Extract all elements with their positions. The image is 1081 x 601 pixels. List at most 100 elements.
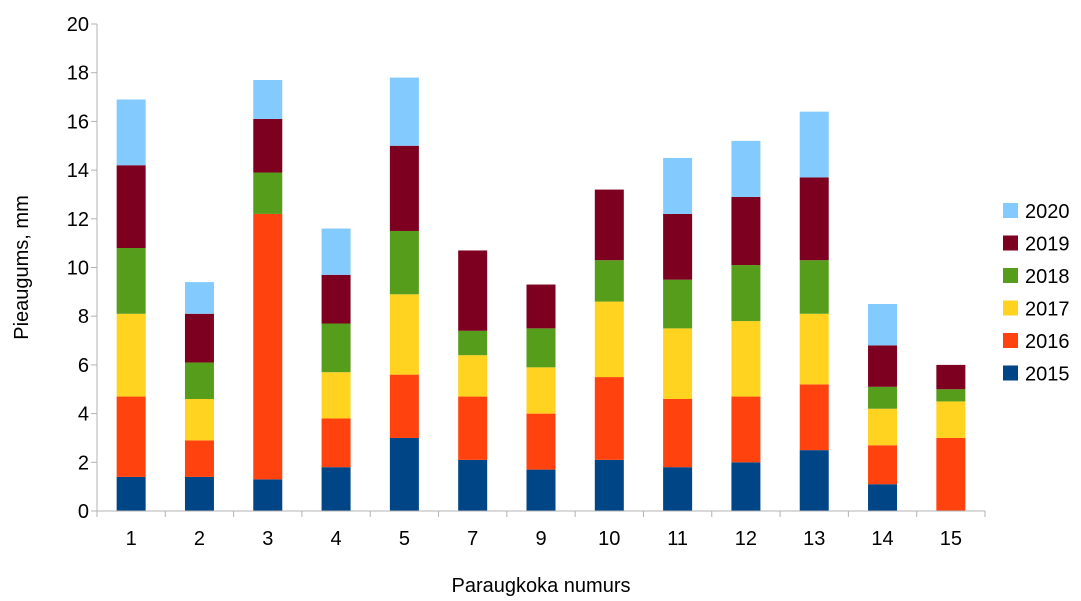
- bar-segment-2019-11: [663, 213, 693, 280]
- bar-segment-2017-12: [731, 321, 761, 397]
- bar-segment-2017-15: [936, 401, 966, 438]
- y-tick-label: 6: [78, 355, 89, 377]
- bar-segment-2017-2: [184, 398, 214, 441]
- bar-segment-2017-5: [389, 294, 419, 375]
- bar-segment-2016-10: [594, 377, 624, 460]
- y-tick-label: 18: [67, 63, 89, 85]
- bar-segment-2020-14: [868, 304, 898, 346]
- y-tick-label: 8: [78, 306, 89, 328]
- bar-segment-2015-10: [594, 459, 624, 511]
- bar-segment-2018-15: [936, 389, 966, 402]
- bar-segment-2018-1: [116, 248, 146, 314]
- bar-segment-2015-2: [184, 476, 214, 511]
- bar-segment-2015-9: [526, 469, 556, 511]
- bar-segment-2017-13: [799, 313, 829, 385]
- bar-segment-2016-2: [184, 440, 214, 477]
- bar-segment-2015-11: [663, 467, 693, 511]
- bar-segment-2019-4: [321, 274, 351, 324]
- x-tick-labels: 1 2 3 4 5 7 9 10 11 12 13 14 15: [126, 528, 962, 550]
- y-tick-label: 14: [67, 160, 89, 182]
- bar-segment-2017-14: [868, 408, 898, 446]
- bar-segment-2016-12: [731, 396, 761, 463]
- bar-segment-2015-14: [868, 484, 898, 511]
- bar-segment-2020-11: [663, 157, 693, 214]
- bar-segment-2015-3: [253, 479, 283, 511]
- legend-swatch-2015: [1003, 365, 1018, 381]
- y-tick-label: 2: [78, 452, 89, 474]
- bar-segment-2015-7: [458, 459, 488, 511]
- y-tick-label: 10: [67, 258, 89, 280]
- bar-segment-2015-1: [116, 476, 146, 511]
- legend-swatch-2016: [1003, 333, 1018, 348]
- bar-segment-2016-14: [868, 445, 898, 485]
- y-tick-label: 12: [67, 209, 89, 231]
- y-tick-label: 4: [78, 404, 89, 426]
- bar-segment-2020-3: [253, 80, 283, 119]
- bar-segment-2019-3: [253, 118, 283, 173]
- bar-segment-2016-7: [458, 396, 488, 460]
- bar-segment-2015-13: [799, 450, 829, 512]
- bar-segment-2020-12: [731, 140, 761, 197]
- bar-segment-2018-11: [663, 279, 693, 329]
- bar-segment-2019-7: [458, 250, 488, 331]
- x-tick-label: 1: [126, 528, 137, 550]
- bar-segment-2016-3: [253, 213, 283, 480]
- bar-segment-2019-13: [799, 177, 829, 261]
- bar-segment-2015-5: [389, 437, 419, 511]
- bar-segment-2017-9: [526, 367, 556, 414]
- bar-segment-2020-5: [389, 77, 419, 146]
- bar-segment-2015-12: [731, 462, 761, 511]
- bar-segment-2018-4: [321, 323, 351, 373]
- bar-segment-2019-12: [731, 196, 761, 266]
- y-tick-label: 0: [78, 501, 89, 523]
- x-tick-label: 7: [467, 528, 478, 550]
- bar-segment-2018-14: [868, 386, 898, 409]
- bar-segment-2019-5: [389, 145, 419, 231]
- bar-segment-2016-15: [936, 437, 966, 511]
- bar-segment-2016-5: [389, 374, 419, 438]
- y-axis-title: Pieaugums, mm: [11, 195, 33, 340]
- legend-label-2019: 2019: [1025, 234, 1070, 256]
- bar-segment-2015-4: [321, 467, 351, 511]
- x-tick-label: 10: [598, 528, 620, 550]
- bar-segment-2017-10: [594, 301, 624, 378]
- legend-label-2017: 2017: [1025, 299, 1070, 321]
- bar-segment-2019-1: [116, 165, 146, 249]
- legend-label-2018: 2018: [1025, 266, 1070, 288]
- bar-segment-2018-5: [389, 230, 419, 295]
- x-tick-label: 9: [535, 528, 546, 550]
- legend-swatch-2019: [1003, 235, 1018, 251]
- bar-segment-2019-2: [184, 313, 214, 363]
- bar-segment-2016-4: [321, 418, 351, 468]
- bar-segment-2019-10: [594, 189, 624, 261]
- legend-swatch-2020: [1003, 203, 1018, 218]
- x-tick-label: 14: [871, 528, 893, 550]
- x-tick-label: 3: [262, 528, 273, 550]
- x-axis-title: Paraugkoka numurs: [452, 575, 631, 597]
- bar-segment-2018-2: [184, 362, 214, 399]
- bar-segment-2017-11: [663, 328, 693, 399]
- bar-segment-2016-11: [663, 398, 693, 468]
- bar-segment-2018-12: [731, 265, 761, 322]
- bar-segment-2020-4: [321, 228, 351, 275]
- bar-segment-2019-9: [526, 284, 556, 329]
- y-tick-label: 20: [67, 14, 89, 36]
- x-tick-label: 15: [940, 528, 962, 550]
- bar-segment-2016-1: [116, 396, 146, 477]
- legend-swatch-2018: [1003, 268, 1018, 283]
- legend: 2020 2019 2018 2017 2016 2015: [1003, 201, 1070, 386]
- bar-segment-2018-7: [458, 330, 488, 356]
- bar-segment-2017-1: [116, 313, 146, 397]
- axes-group: [91, 23, 986, 517]
- bar-segment-2016-13: [799, 384, 829, 451]
- legend-label-2020: 2020: [1025, 201, 1070, 223]
- y-tick-label: 16: [67, 111, 89, 133]
- x-tick-label: 4: [331, 528, 342, 550]
- bar-segment-2017-7: [458, 355, 488, 397]
- x-tick-label: 5: [399, 528, 410, 550]
- bar-segment-2018-3: [253, 172, 283, 214]
- bar-segment-2018-9: [526, 328, 556, 368]
- bar-segment-2016-9: [526, 413, 556, 470]
- bar-segment-2020-2: [184, 282, 214, 314]
- x-tick-label: 11: [667, 528, 688, 550]
